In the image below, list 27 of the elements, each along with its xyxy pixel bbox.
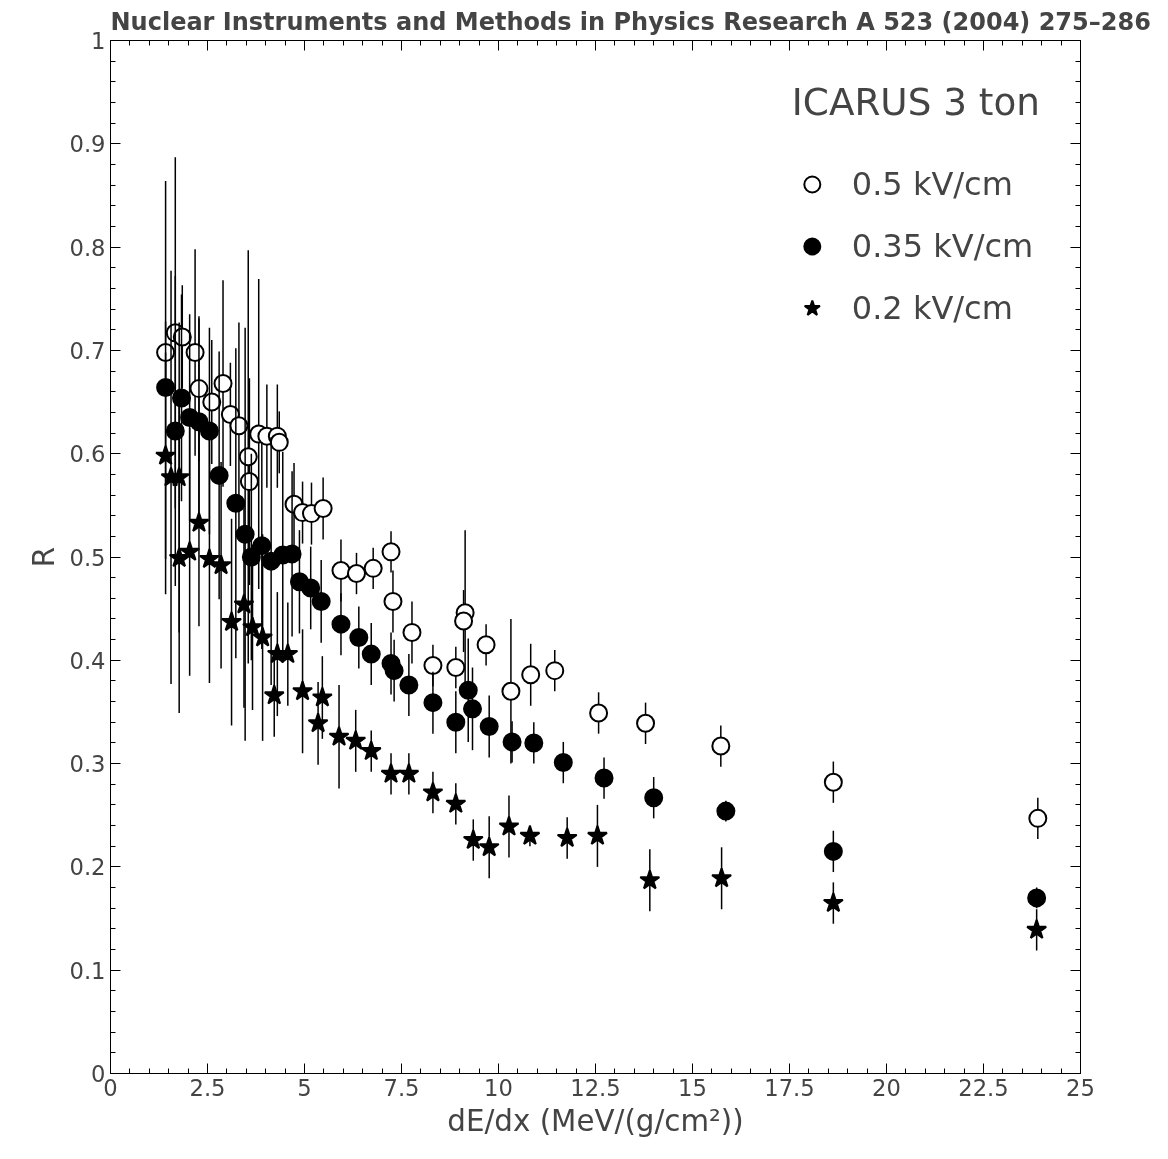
legend-label: 0.5 kV/cm: [851, 165, 1013, 203]
y-tick-label: 0.3: [69, 751, 106, 778]
y-tick-label: 0.7: [69, 337, 106, 364]
x-tick-label: 20: [872, 1074, 901, 1101]
y-axis-title: R: [27, 546, 62, 568]
x-tick-label: 7.5: [383, 1074, 420, 1101]
chart-title: Nuclear Instruments and Methods in Physics Research A 523 (2004) 275–286: [110, 7, 1151, 36]
y-tick-label: 0.6: [69, 441, 106, 468]
y-tick-label: 0.4: [69, 647, 106, 674]
x-tick-label: 10: [484, 1074, 513, 1101]
y-tick-label: 0.1: [69, 957, 106, 984]
y-tick-label: 1: [91, 28, 106, 54]
legend-title: ICARUS 3 ton: [791, 80, 1040, 124]
x-tick-label: 5: [297, 1074, 312, 1101]
legend-label: 0.2 kV/cm: [851, 289, 1013, 327]
y-tick-label: 0.9: [69, 131, 106, 158]
x-tick-label: 17.5: [764, 1074, 815, 1101]
x-tick-label: 25: [1066, 1074, 1095, 1101]
x-tick-label: 15: [678, 1074, 707, 1101]
x-tick-label: 2.5: [189, 1074, 226, 1101]
x-axis-title: dE/dx (MeV/(g/cm²)): [447, 1103, 744, 1138]
y-tick-label: 0.5: [69, 544, 106, 571]
legend-label: 0.35 kV/cm: [851, 227, 1034, 265]
x-tick-label: 12.5: [570, 1074, 621, 1101]
y-tick-label: 0.2: [69, 854, 106, 881]
y-tick-label: 0.8: [69, 234, 106, 261]
x-tick-label: 22.5: [958, 1074, 1009, 1101]
